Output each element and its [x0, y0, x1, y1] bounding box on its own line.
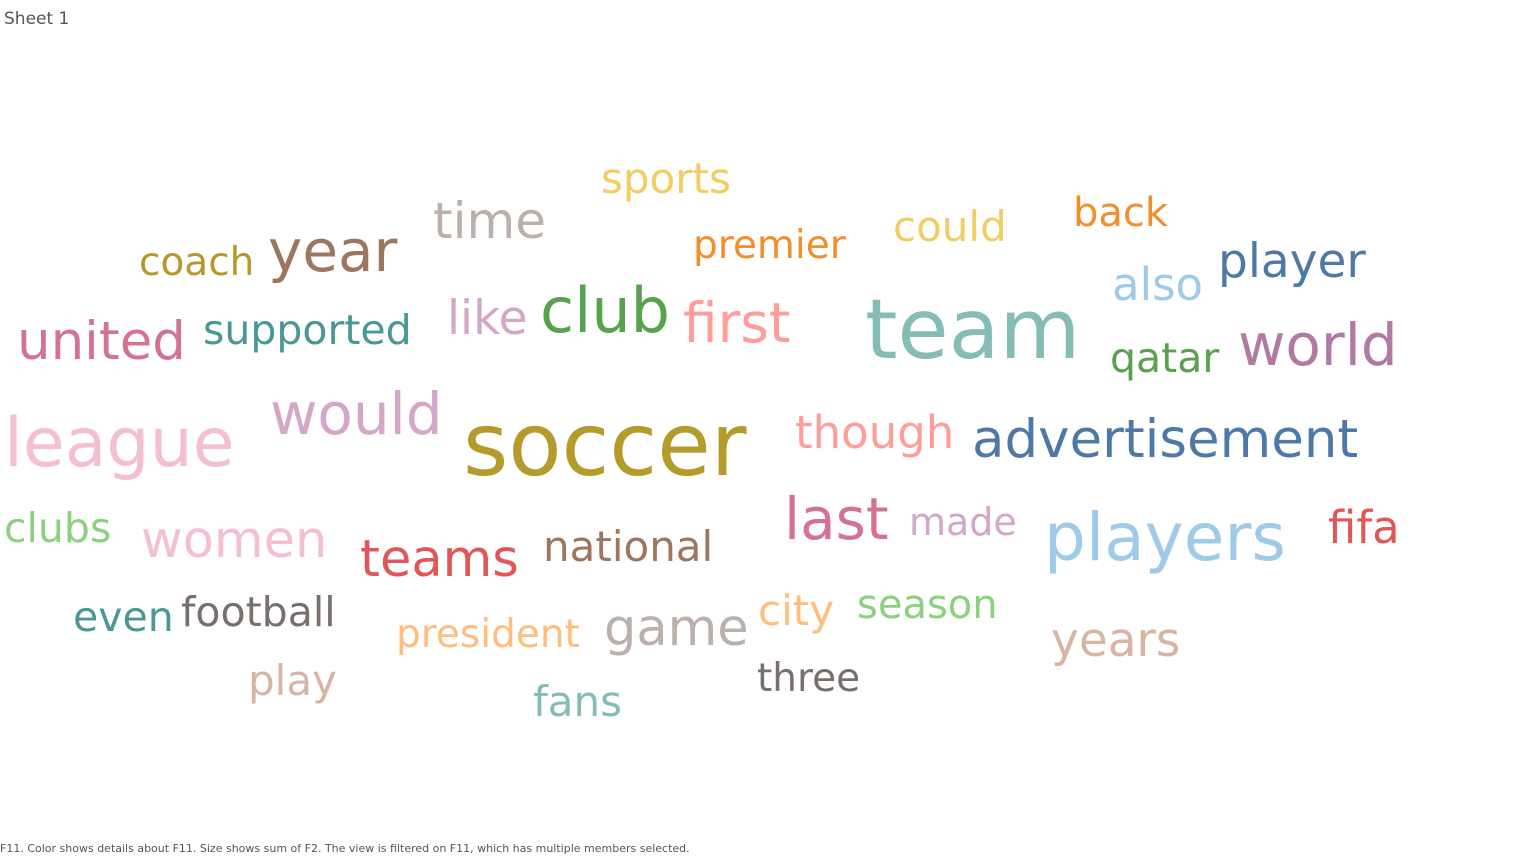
chart-caption: F11. Color shows details about F11. Size…	[0, 842, 690, 855]
word-women: women	[141, 511, 328, 570]
word-football: football	[181, 588, 336, 636]
word-three: three	[757, 656, 861, 701]
word-sports: sports	[601, 154, 731, 203]
word-united: united	[17, 311, 186, 372]
word-players: players	[1044, 499, 1286, 576]
word-city: city	[758, 586, 835, 635]
word-world: world	[1238, 311, 1398, 379]
word-club: club	[540, 274, 670, 347]
word-supported: supported	[203, 306, 412, 354]
word-president: president	[396, 612, 580, 657]
word-though: though	[795, 406, 955, 459]
word-clubs: clubs	[4, 504, 112, 552]
word-like: like	[447, 291, 528, 346]
word-play: play	[248, 656, 337, 705]
word-even: even	[73, 593, 174, 641]
word-fifa: fifa	[1328, 501, 1400, 554]
word-also: also	[1112, 258, 1204, 311]
word-coach: coach	[139, 240, 255, 285]
word-player: player	[1218, 234, 1366, 289]
word-back: back	[1073, 190, 1169, 236]
sheet-title: Sheet 1	[4, 9, 70, 29]
word-teams: teams	[360, 530, 519, 589]
word-season: season	[857, 582, 998, 628]
word-year: year	[268, 217, 398, 285]
word-advertisement: advertisement	[972, 409, 1359, 470]
word-time: time	[433, 192, 546, 250]
word-league: league	[4, 404, 235, 483]
word-national: national	[543, 522, 714, 571]
word-could: could	[893, 202, 1007, 251]
word-fans: fans	[533, 677, 623, 726]
word-years: years	[1051, 613, 1181, 668]
word-first: first	[683, 291, 791, 355]
word-would: would	[270, 380, 443, 448]
word-team: team	[865, 281, 1081, 378]
word-premier: premier	[693, 223, 846, 268]
word-game: game	[604, 599, 749, 658]
word-qatar: qatar	[1110, 334, 1220, 382]
word-soccer: soccer	[463, 394, 747, 496]
word-last: last	[784, 485, 889, 553]
word-made: made	[909, 500, 1017, 544]
